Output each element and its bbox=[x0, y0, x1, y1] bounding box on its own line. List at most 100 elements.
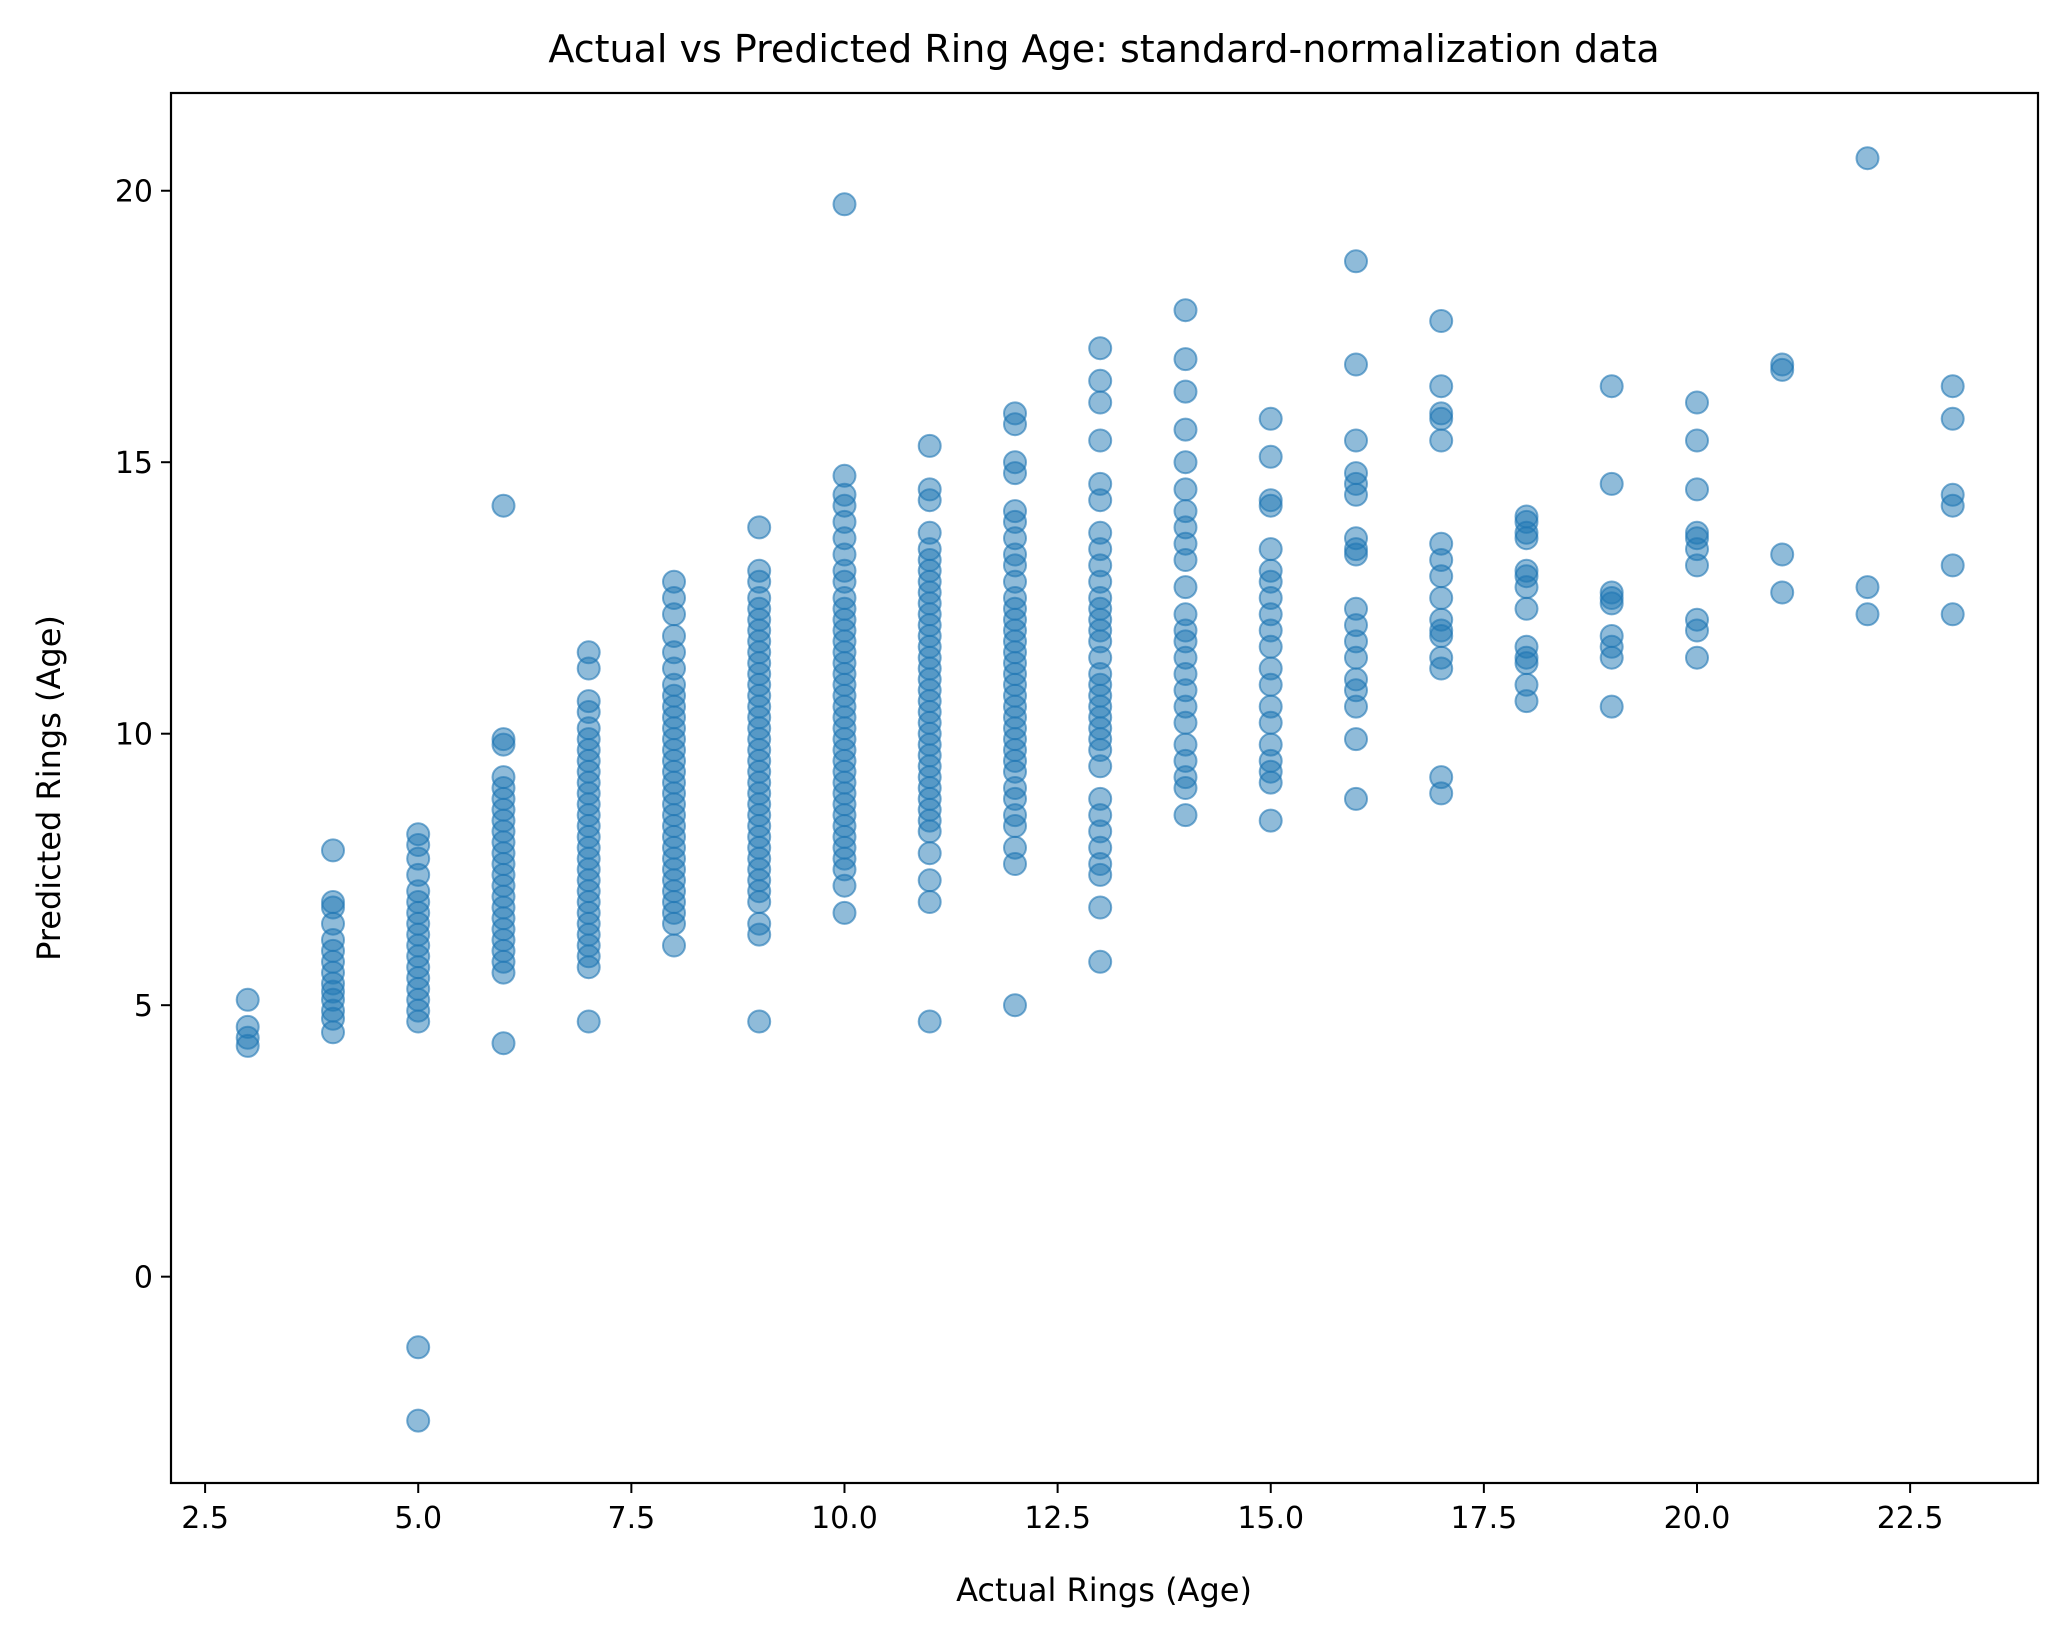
data-point bbox=[1685, 390, 1709, 415]
data-point bbox=[1088, 390, 1113, 415]
data-point bbox=[917, 868, 942, 893]
data-point bbox=[1258, 808, 1283, 833]
data-point bbox=[1429, 309, 1454, 333]
data-point bbox=[832, 873, 857, 898]
data-point bbox=[917, 488, 942, 513]
data-point bbox=[1088, 754, 1113, 779]
data-point bbox=[1344, 249, 1368, 274]
data-point bbox=[917, 841, 942, 866]
data-point bbox=[1514, 575, 1539, 600]
data-point bbox=[662, 602, 686, 627]
x-tick-label: 10.0 bbox=[811, 1501, 878, 1536]
y-tick-label: 15 bbox=[115, 446, 153, 481]
data-point bbox=[406, 1009, 431, 1034]
data-point bbox=[917, 1009, 942, 1034]
y-tick-label: 20 bbox=[115, 175, 153, 210]
data-point bbox=[1258, 493, 1283, 518]
data-point bbox=[1088, 428, 1113, 453]
x-tick-label: 22.5 bbox=[1877, 1501, 1944, 1536]
data-point bbox=[576, 656, 601, 681]
data-point bbox=[1599, 694, 1624, 719]
data-point bbox=[747, 890, 772, 914]
data-point bbox=[1003, 993, 1027, 1018]
chart-title: Actual vs Predicted Ring Age: standard-n… bbox=[548, 27, 1659, 71]
data-point bbox=[747, 515, 772, 540]
data-point bbox=[406, 1408, 431, 1433]
data-point bbox=[1088, 488, 1113, 513]
data-point bbox=[235, 1033, 260, 1058]
data-point bbox=[1685, 618, 1709, 643]
data-point bbox=[1003, 412, 1027, 437]
data-point bbox=[1003, 852, 1027, 876]
y-tick-label: 5 bbox=[134, 989, 153, 1024]
data-point bbox=[1599, 471, 1624, 496]
data-point bbox=[1173, 347, 1198, 372]
data-point bbox=[1344, 645, 1368, 670]
data-point bbox=[1258, 537, 1283, 562]
data-point bbox=[662, 933, 686, 958]
data-point bbox=[1173, 379, 1198, 404]
data-point bbox=[1344, 428, 1368, 453]
data-point bbox=[1855, 575, 1880, 600]
data-point bbox=[1088, 949, 1113, 974]
data-point bbox=[917, 890, 942, 914]
data-point bbox=[832, 900, 857, 925]
data-point bbox=[321, 1020, 345, 1045]
data-point bbox=[1514, 526, 1539, 551]
data-point bbox=[1685, 553, 1709, 578]
y-axis-ticks: 0 5 10 15 20 bbox=[115, 175, 171, 1296]
x-axis-label: Actual Rings (Age) bbox=[956, 1571, 1252, 1609]
data-point bbox=[1003, 814, 1027, 838]
data-point bbox=[747, 922, 772, 947]
data-point bbox=[491, 493, 516, 518]
data-point bbox=[491, 732, 516, 757]
data-point bbox=[1344, 542, 1368, 567]
data-point bbox=[1173, 548, 1198, 572]
data-point bbox=[1344, 482, 1368, 507]
data-points bbox=[235, 146, 1965, 1433]
data-point bbox=[321, 838, 345, 863]
x-tick-label: 7.5 bbox=[607, 1501, 655, 1536]
data-point bbox=[1940, 553, 1965, 578]
data-point bbox=[1088, 336, 1113, 361]
data-point bbox=[1173, 417, 1198, 442]
x-tick-label: 12.5 bbox=[1024, 1501, 1091, 1536]
data-point bbox=[1429, 564, 1454, 589]
data-point bbox=[1258, 444, 1283, 469]
x-tick-label: 2.5 bbox=[181, 1501, 229, 1536]
data-point bbox=[1088, 862, 1113, 887]
data-point bbox=[1940, 374, 1965, 399]
y-axis-label: Predicted Rings (Age) bbox=[30, 615, 68, 961]
data-point bbox=[1429, 781, 1454, 806]
data-point bbox=[1599, 645, 1624, 670]
data-point bbox=[1770, 580, 1795, 605]
data-point bbox=[1940, 493, 1965, 518]
data-point bbox=[662, 911, 686, 936]
data-point bbox=[1258, 710, 1283, 735]
data-point bbox=[1770, 542, 1795, 567]
data-point bbox=[1258, 406, 1283, 431]
data-point bbox=[1514, 689, 1539, 714]
data-point bbox=[1685, 428, 1709, 453]
data-point bbox=[1685, 645, 1709, 670]
data-point bbox=[1173, 450, 1198, 475]
data-point bbox=[1940, 406, 1965, 431]
data-point bbox=[1344, 352, 1368, 377]
data-point bbox=[1088, 368, 1113, 393]
data-point bbox=[1429, 406, 1454, 431]
data-point bbox=[491, 960, 516, 985]
data-point bbox=[1173, 477, 1198, 502]
data-point bbox=[1855, 146, 1880, 171]
plot-frame bbox=[169, 91, 2040, 1485]
data-point bbox=[1258, 770, 1283, 795]
data-point bbox=[1514, 651, 1539, 676]
data-point bbox=[747, 1009, 772, 1034]
data-point bbox=[235, 987, 260, 1012]
data-point bbox=[1173, 575, 1198, 600]
data-point bbox=[1770, 357, 1795, 382]
data-point bbox=[1429, 624, 1454, 648]
data-point bbox=[1685, 477, 1709, 502]
data-point bbox=[1173, 776, 1198, 800]
